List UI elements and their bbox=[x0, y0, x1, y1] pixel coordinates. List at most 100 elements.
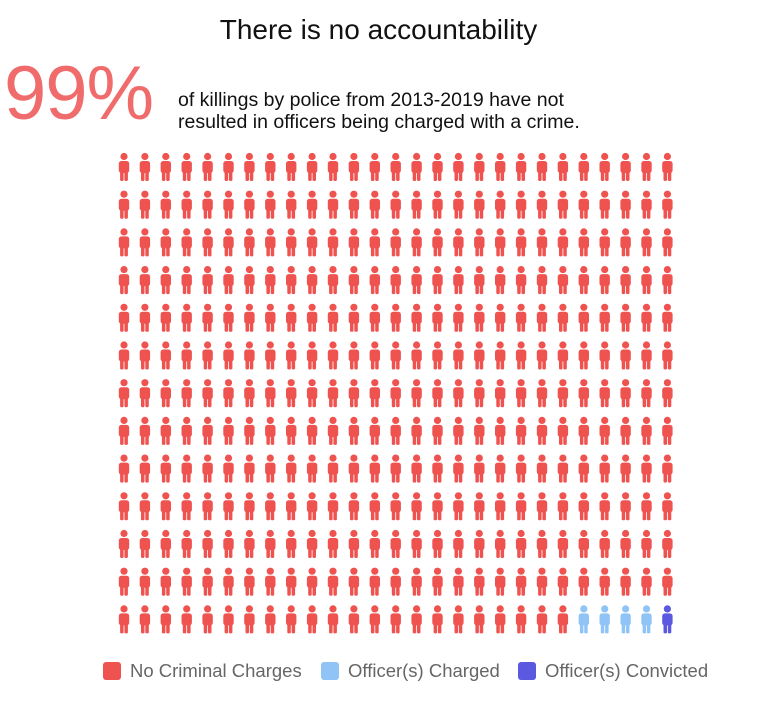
person-icon-no-criminal-charges bbox=[620, 529, 631, 558]
legend-swatch-officers-charged bbox=[321, 662, 339, 680]
person-icon-no-criminal-charges bbox=[599, 228, 610, 257]
person-icon-no-criminal-charges bbox=[432, 379, 443, 408]
person-icon-no-criminal-charges bbox=[620, 416, 631, 445]
person-icon-no-criminal-charges bbox=[139, 341, 151, 370]
person-icon-no-criminal-charges bbox=[515, 190, 527, 219]
person-icon-no-criminal-charges bbox=[223, 341, 234, 370]
person-icon-no-criminal-charges bbox=[181, 529, 192, 558]
person-icon-no-criminal-charges bbox=[181, 454, 192, 483]
person-icon-no-criminal-charges bbox=[118, 605, 130, 634]
person-icon-no-criminal-charges bbox=[118, 454, 130, 483]
person-icon-no-criminal-charges bbox=[369, 529, 380, 558]
person-icon-no-criminal-charges bbox=[369, 152, 380, 181]
person-icon-no-criminal-charges bbox=[662, 341, 673, 370]
person-icon-no-criminal-charges bbox=[495, 416, 506, 445]
person-icon-no-criminal-charges bbox=[411, 529, 422, 558]
person-icon-no-criminal-charges bbox=[265, 303, 276, 332]
person-icon-no-criminal-charges bbox=[223, 266, 234, 295]
person-icon-no-criminal-charges bbox=[244, 190, 255, 219]
person-icon-no-criminal-charges bbox=[641, 152, 652, 181]
person-icon-no-criminal-charges bbox=[223, 379, 234, 408]
person-icon-no-criminal-charges bbox=[139, 492, 151, 521]
person-icon-no-criminal-charges bbox=[390, 303, 401, 332]
person-icon-no-criminal-charges bbox=[620, 228, 631, 257]
person-icon-no-criminal-charges bbox=[244, 567, 255, 596]
person-icon-no-criminal-charges bbox=[369, 605, 380, 634]
person-icon-no-criminal-charges bbox=[474, 341, 485, 370]
person-icon-no-criminal-charges bbox=[306, 605, 318, 634]
person-icon-no-criminal-charges bbox=[515, 379, 527, 408]
person-icon-no-criminal-charges bbox=[286, 416, 297, 445]
person-icon-no-criminal-charges bbox=[432, 567, 443, 596]
person-icon-no-criminal-charges bbox=[557, 454, 569, 483]
person-icon-no-criminal-charges bbox=[474, 416, 485, 445]
person-icon-no-criminal-charges bbox=[327, 341, 339, 370]
person-icon-no-criminal-charges bbox=[223, 416, 234, 445]
person-icon-no-criminal-charges bbox=[286, 152, 297, 181]
person-icon-no-criminal-charges bbox=[662, 529, 673, 558]
person-icon-no-criminal-charges bbox=[411, 303, 422, 332]
person-icon-no-criminal-charges bbox=[411, 454, 422, 483]
person-icon-no-criminal-charges bbox=[662, 266, 673, 295]
person-icon-no-criminal-charges bbox=[160, 190, 171, 219]
legend-item-officers-charged: Officer(s) Charged bbox=[321, 660, 500, 682]
person-icon-no-criminal-charges bbox=[495, 266, 506, 295]
person-icon-no-criminal-charges bbox=[536, 492, 548, 521]
person-icon-no-criminal-charges bbox=[265, 529, 276, 558]
person-icon-no-criminal-charges bbox=[244, 454, 255, 483]
person-icon-no-criminal-charges bbox=[244, 266, 255, 295]
person-icon-no-criminal-charges bbox=[495, 228, 506, 257]
legend: No Criminal Charges Officer(s) Charged O… bbox=[0, 660, 757, 682]
person-icon-no-criminal-charges bbox=[578, 567, 589, 596]
person-icon-no-criminal-charges bbox=[536, 190, 548, 219]
person-icon-no-criminal-charges bbox=[474, 228, 485, 257]
person-icon-no-criminal-charges bbox=[327, 266, 339, 295]
person-icon-no-criminal-charges bbox=[515, 303, 527, 332]
person-icon-no-criminal-charges bbox=[327, 190, 339, 219]
person-icon-no-criminal-charges bbox=[265, 152, 276, 181]
person-icon-no-criminal-charges bbox=[306, 152, 318, 181]
person-icon-no-criminal-charges bbox=[306, 416, 318, 445]
person-icon-no-criminal-charges bbox=[390, 379, 401, 408]
person-icon-no-criminal-charges bbox=[348, 454, 360, 483]
person-icon-no-criminal-charges bbox=[160, 341, 171, 370]
person-icon-no-criminal-charges bbox=[536, 152, 548, 181]
person-icon-no-criminal-charges bbox=[160, 228, 171, 257]
person-icon-no-criminal-charges bbox=[411, 228, 422, 257]
person-icon-no-criminal-charges bbox=[348, 379, 360, 408]
person-icon-no-criminal-charges bbox=[181, 228, 192, 257]
person-icon-no-criminal-charges bbox=[557, 416, 569, 445]
person-icon-no-criminal-charges bbox=[662, 416, 673, 445]
person-icon-no-criminal-charges bbox=[160, 303, 171, 332]
person-icon-no-criminal-charges bbox=[432, 492, 443, 521]
person-icon-no-criminal-charges bbox=[536, 379, 548, 408]
person-icon-no-criminal-charges bbox=[432, 303, 443, 332]
person-icon-no-criminal-charges bbox=[306, 341, 318, 370]
person-icon-no-criminal-charges bbox=[369, 492, 380, 521]
person-icon-no-criminal-charges bbox=[286, 228, 297, 257]
person-icon-no-criminal-charges bbox=[641, 416, 652, 445]
person-icon-no-criminal-charges bbox=[557, 152, 569, 181]
person-icon-no-criminal-charges bbox=[369, 454, 380, 483]
person-icon-no-criminal-charges bbox=[515, 416, 527, 445]
person-icon-no-criminal-charges bbox=[244, 341, 255, 370]
person-icon-no-criminal-charges bbox=[495, 379, 506, 408]
person-icon-no-criminal-charges bbox=[327, 529, 339, 558]
person-icon-no-criminal-charges bbox=[578, 341, 589, 370]
person-icon-no-criminal-charges bbox=[474, 379, 485, 408]
person-icon-no-criminal-charges bbox=[348, 341, 360, 370]
person-icon-no-criminal-charges bbox=[348, 416, 360, 445]
person-icon-no-criminal-charges bbox=[515, 567, 527, 596]
person-icon-no-criminal-charges bbox=[578, 228, 589, 257]
person-icon-no-criminal-charges bbox=[474, 492, 485, 521]
person-icon-no-criminal-charges bbox=[641, 492, 652, 521]
person-icon-no-criminal-charges bbox=[474, 454, 485, 483]
person-icon-no-criminal-charges bbox=[223, 190, 234, 219]
person-icon-no-criminal-charges bbox=[286, 492, 297, 521]
person-icon-no-criminal-charges bbox=[474, 190, 485, 219]
person-icon-no-criminal-charges bbox=[369, 416, 380, 445]
person-icon-no-criminal-charges bbox=[662, 303, 673, 332]
person-icon-no-criminal-charges bbox=[286, 341, 297, 370]
person-icon-no-criminal-charges bbox=[327, 228, 339, 257]
